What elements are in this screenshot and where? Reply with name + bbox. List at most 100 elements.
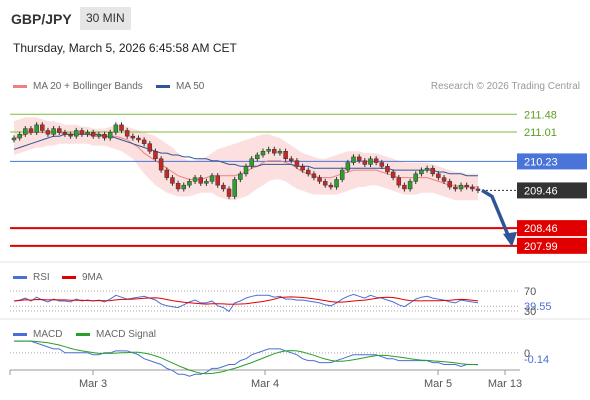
candle-body [204, 181, 209, 184]
candle-body [453, 186, 458, 190]
level-label-pivot: 210.23 [524, 156, 558, 168]
candle-body [57, 128, 62, 133]
candle-body [260, 150, 266, 156]
ma50-swatch [156, 85, 170, 88]
candle-body [141, 139, 147, 144]
candle-body [90, 132, 96, 137]
x-tick-label: Mar 5 [424, 378, 452, 390]
candle-body [62, 132, 68, 135]
candle-body [170, 177, 175, 184]
last-price-tag [517, 182, 587, 199]
candle-body [96, 134, 102, 137]
candle-body [356, 156, 362, 161]
candle-body [322, 181, 328, 186]
rsi-swatch [13, 276, 27, 279]
candle-body [85, 132, 90, 135]
candle-body [464, 184, 469, 188]
forecast-arrow [481, 188, 512, 241]
candle-body [447, 181, 452, 188]
candle-body [175, 183, 181, 190]
candle-body [181, 184, 187, 190]
candle-body [300, 166, 305, 171]
candle-body [345, 162, 351, 171]
candle-body [396, 177, 402, 186]
candle-body [419, 169, 424, 175]
legend-ma50: MA 50 [156, 81, 204, 92]
candle-body [198, 177, 203, 184]
candle-body [45, 130, 51, 135]
chart-datetime: Thursday, March 5, 2026 6:45:58 AM CET [13, 41, 237, 55]
candle-body [119, 124, 124, 131]
candle-body [289, 158, 294, 161]
x-tick-label: Mar 4 [251, 378, 279, 390]
candle-body [11, 137, 17, 141]
level-tag-support [517, 237, 587, 254]
candle-body [379, 162, 385, 167]
candle-body [328, 184, 334, 188]
candle-body [390, 171, 396, 178]
candle-body [311, 173, 317, 178]
candle-body [209, 175, 215, 182]
legend-rsi: RSI [13, 272, 50, 283]
candle-body [402, 184, 407, 190]
candle-body [215, 175, 220, 186]
rsi-level-label: 39.55 [524, 301, 552, 313]
candle-body [28, 128, 34, 133]
candle-body [23, 128, 28, 135]
candle-body [362, 160, 368, 165]
candle-body [385, 166, 390, 173]
rsi-ma-label: 9MA [82, 272, 103, 283]
candle-body [266, 149, 271, 152]
candle-body [255, 154, 260, 160]
timeframe-button[interactable]: 30 MIN [80, 7, 131, 30]
candle-body [243, 166, 249, 175]
candle-body [158, 158, 164, 171]
candle-body [470, 186, 475, 190]
candle-body [305, 169, 311, 175]
level-label-resistance: 211.01 [524, 127, 557, 139]
level-label-support: 208.46 [524, 223, 558, 235]
rsi-ma-swatch [62, 276, 76, 279]
candle-body [283, 150, 288, 160]
rsi-ma-line [13, 296, 479, 305]
candle-body [413, 173, 419, 182]
ma50-label: MA 50 [176, 81, 205, 92]
candle-body [351, 156, 356, 163]
candle-body [153, 150, 158, 160]
candle-body [407, 181, 413, 190]
candle-body [34, 124, 39, 133]
candle-body [430, 167, 435, 175]
macd-label: MACD [33, 329, 63, 340]
candle-body [68, 134, 73, 137]
candle-body [147, 143, 153, 152]
candle-body [317, 177, 322, 182]
legend-rsi-ma: 9MA [62, 272, 103, 283]
x-tick-label: Mar 3 [79, 378, 107, 390]
level-label-resistance: 211.48 [524, 109, 557, 121]
candle-body [294, 160, 300, 167]
legend-ma20: MA 20 + Bollinger Bands [13, 81, 143, 92]
level-label-support: 207.99 [524, 241, 558, 253]
candle-body [368, 158, 373, 165]
candle-body [272, 149, 277, 154]
rsi-line [13, 293, 479, 313]
candle-body [339, 169, 345, 180]
candle-body [73, 130, 79, 137]
candle-body [136, 137, 141, 141]
macd-signal-swatch [76, 333, 90, 336]
macd-signal-label: MACD Signal [96, 329, 157, 340]
candle-body [436, 173, 441, 178]
chart-header: GBP/JPY 30 MIN [0, 0, 590, 36]
candle-body [17, 134, 22, 139]
level-tag-pivot [517, 153, 587, 170]
candle-body [187, 181, 192, 186]
candle-body [164, 169, 170, 178]
candle-body [51, 128, 56, 135]
candle-body [373, 158, 379, 163]
candle-body [238, 173, 243, 180]
candle-body [441, 177, 447, 182]
candle-body [40, 124, 45, 131]
candle-body [249, 158, 254, 167]
legend-macd-signal: MACD Signal [76, 329, 156, 340]
